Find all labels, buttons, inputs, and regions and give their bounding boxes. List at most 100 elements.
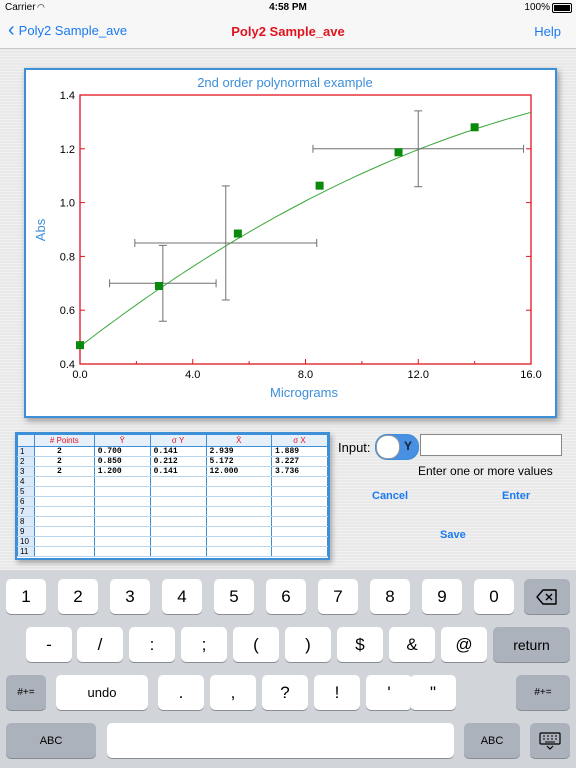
table-cell (149, 536, 207, 547)
enter-button[interactable]: Enter (502, 490, 531, 502)
key-5[interactable]: 5 (214, 579, 254, 614)
table-row[interactable]: 6 (17, 496, 328, 507)
return-key[interactable]: return (493, 627, 570, 662)
row-number: 2 (17, 456, 35, 467)
key-3[interactable]: 3 (110, 579, 150, 614)
table-cell (205, 536, 273, 547)
y-tick-label: 0.4 (60, 359, 75, 371)
abc-key-left[interactable]: ABC (6, 723, 96, 758)
key-7[interactable]: 7 (318, 579, 358, 614)
keyboard-hide-key[interactable] (530, 723, 570, 758)
data-point (394, 148, 403, 157)
y-tick-label: 1.4 (60, 90, 75, 102)
key-quote[interactable]: " (410, 675, 456, 710)
key-dollar[interactable]: $ (337, 627, 383, 662)
table-cell (271, 546, 328, 557)
table-cell (34, 476, 95, 487)
table-cell (34, 496, 95, 507)
table-row[interactable]: 10 (17, 536, 328, 547)
space-key[interactable] (107, 723, 454, 758)
save-button[interactable]: Save (440, 529, 466, 541)
table-row[interactable]: 11 (17, 546, 328, 557)
symbols-shift-key-right[interactable]: #+= (516, 675, 570, 710)
key-comma[interactable]: , (210, 675, 256, 710)
key-question[interactable]: ? (262, 675, 308, 710)
key-open-paren[interactable]: ( (233, 627, 279, 662)
table-cell (205, 476, 273, 487)
key-ampersand[interactable]: & (389, 627, 435, 662)
table-cell: 12.000 (205, 466, 273, 477)
key-4[interactable]: 4 (162, 579, 202, 614)
key-apostrophe[interactable]: ' (366, 675, 412, 710)
key-9[interactable]: 9 (422, 579, 462, 614)
table-row[interactable]: 8 (17, 516, 328, 527)
key-close-paren[interactable]: ) (285, 627, 331, 662)
table-cell (149, 516, 207, 527)
data-point (76, 341, 84, 350)
key-6[interactable]: 6 (266, 579, 306, 614)
key-1[interactable]: 1 (6, 579, 46, 614)
row-number: 7 (17, 506, 35, 517)
key-8[interactable]: 8 (370, 579, 410, 614)
table-cell: 0.850 (93, 456, 151, 467)
status-bar: Carrier ◠ 4:58 PM 100% (0, 0, 576, 16)
table-row[interactable]: 3 2 1.200 0.141 12.000 3.736 (17, 466, 328, 477)
table-cell (34, 526, 95, 537)
data-point (315, 181, 324, 190)
table-cell (34, 486, 95, 497)
table-row[interactable]: 2 2 0.850 0.212 5.172 3.227 (17, 456, 328, 467)
table-cell: 0.141 (149, 446, 207, 457)
undo-key[interactable]: undo (56, 675, 148, 710)
row-number: 10 (17, 536, 35, 547)
table-cell (205, 526, 273, 537)
table-cell (34, 516, 95, 527)
key-at[interactable]: @ (441, 627, 487, 662)
value-input[interactable] (420, 434, 562, 456)
chart-panel: 2nd order polynormal example Micrograms … (24, 68, 557, 418)
backspace-icon (536, 588, 557, 605)
key-slash[interactable]: / (77, 627, 123, 662)
key-colon[interactable]: : (129, 627, 175, 662)
table-cell: 1.889 (271, 446, 328, 457)
row-number: 9 (17, 526, 35, 537)
table-cell: 0.141 (149, 466, 207, 477)
table-row[interactable]: 7 (17, 506, 328, 517)
table-row[interactable]: 4 (17, 476, 328, 487)
table-row[interactable]: 9 (17, 526, 328, 537)
chart-title: 2nd order polynormal example (197, 75, 373, 90)
table-header-1: # Points (34, 434, 95, 447)
table-cell (34, 546, 95, 557)
backspace-key[interactable] (524, 579, 570, 614)
y-tick-label: 0.8 (60, 251, 75, 263)
data-point (154, 281, 163, 290)
table-cell: 2.939 (205, 446, 273, 457)
key-0[interactable]: 0 (474, 579, 514, 614)
table-header-4: X̄ (205, 434, 273, 447)
table-cell: 1.200 (93, 466, 151, 477)
help-button[interactable]: Help (534, 24, 561, 39)
table-header-3: σ Y (149, 434, 207, 447)
key-2[interactable]: 2 (58, 579, 98, 614)
key-semicolon[interactable]: ; (181, 627, 227, 662)
row-number: 1 (17, 446, 35, 457)
table-cell: 2 (34, 456, 95, 467)
key-exclamation[interactable]: ! (314, 675, 360, 710)
navigation-bar: ‹ Poly2 Sample_ave Poly2 Sample_ave Help (0, 16, 576, 49)
table-cell: 5.172 (205, 456, 273, 467)
table-cell: 2 (34, 466, 95, 477)
key-period[interactable]: . (158, 675, 204, 710)
y-axis-label: Abs (33, 218, 48, 241)
symbols-shift-key-left[interactable]: #+= (6, 675, 46, 710)
abc-key-right[interactable]: ABC (464, 723, 520, 758)
key-minus[interactable]: - (26, 627, 72, 662)
table-cell (93, 486, 151, 497)
cancel-button[interactable]: Cancel (372, 490, 409, 502)
table-row[interactable]: 5 (17, 486, 328, 497)
table-row[interactable]: 1 2 0.700 0.141 2.939 1.889 (17, 446, 328, 457)
x-tick-label: 8.0 (298, 369, 313, 381)
back-button[interactable]: ‹ Poly2 Sample_ave (8, 20, 127, 40)
xy-toggle[interactable]: Y (375, 434, 419, 460)
table-cell (271, 526, 328, 537)
table-cell (271, 506, 328, 517)
toggle-label: Y (403, 439, 412, 453)
